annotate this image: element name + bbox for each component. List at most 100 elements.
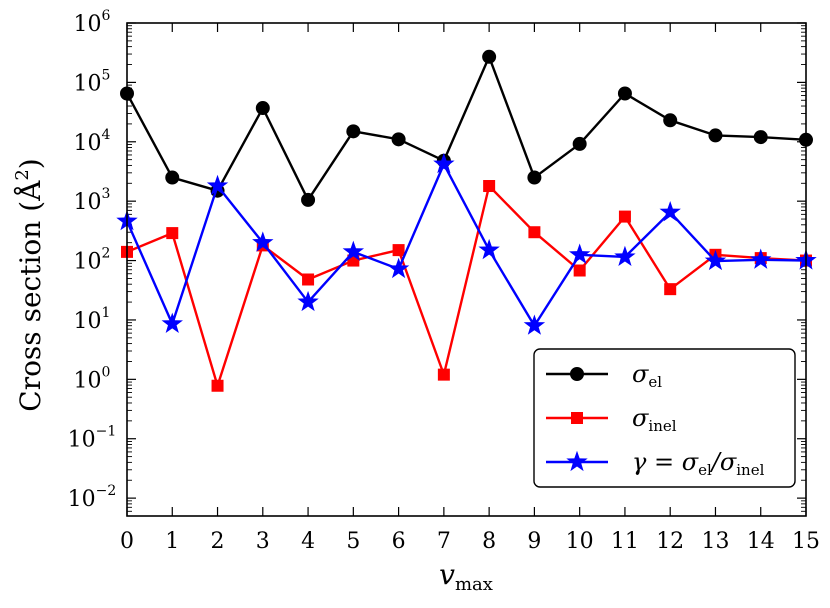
data-point <box>206 174 229 196</box>
x-tick-label: 5 <box>346 529 360 554</box>
data-point <box>211 379 224 392</box>
x-tick-label: 4 <box>301 529 315 554</box>
y-tick-label: 105 <box>74 67 111 96</box>
data-point <box>433 152 455 174</box>
legend-box <box>533 348 796 488</box>
x-axis-label-text: v <box>439 558 455 591</box>
data-point <box>704 249 727 271</box>
legend-marker <box>571 412 583 424</box>
legend-main: σ <box>632 404 649 432</box>
data-point <box>664 283 677 296</box>
data-point <box>483 180 496 193</box>
x-axis-label: vmax <box>439 558 493 595</box>
y-tick-base: 10 <box>74 190 102 215</box>
data-point <box>617 86 632 101</box>
legend-subscript: el <box>648 373 662 391</box>
data-point <box>523 314 546 335</box>
series-1 <box>121 180 812 392</box>
x-tick-label: 3 <box>256 529 270 554</box>
series-line <box>125 162 807 327</box>
data-point <box>342 240 365 261</box>
x-tick-label: 10 <box>566 529 594 554</box>
y-tick-exponent: 1 <box>102 305 111 321</box>
y-tick-label: 103 <box>74 186 111 215</box>
data-point <box>528 226 541 239</box>
x-tick-labels: 0 1 2 3 4 5 6 7 8 9 10 11 12 13 14 15 <box>120 529 820 554</box>
data-point <box>166 227 179 240</box>
x-tick-label: 7 <box>437 529 451 554</box>
x-tick-label: 13 <box>701 529 729 554</box>
x-tick-label: 11 <box>611 529 639 554</box>
data-point <box>614 245 636 267</box>
data-point <box>572 136 587 151</box>
data-point <box>161 312 183 333</box>
legend-label: σel <box>632 360 662 391</box>
data-point <box>708 128 723 143</box>
x-tick-label: 2 <box>211 529 225 554</box>
legend-entry: σel <box>546 360 662 391</box>
y-tick-label: 102 <box>74 246 111 275</box>
plot-frame <box>126 22 807 517</box>
x-tick-label: 14 <box>747 529 775 554</box>
data-point <box>568 243 591 264</box>
y-tick-exponent: 0 <box>102 364 111 380</box>
data-point <box>750 248 772 269</box>
data-point <box>255 101 270 116</box>
data-point <box>437 368 450 381</box>
series-2 <box>116 152 817 335</box>
data-point <box>482 49 497 64</box>
data-point <box>392 244 405 257</box>
legend-entry: γ = σel/σinel <box>546 448 765 479</box>
x-tick-label: 0 <box>120 529 134 554</box>
data-point <box>391 132 406 147</box>
x-tick-label: 1 <box>165 529 179 554</box>
data-point <box>301 192 316 207</box>
x-tick-label: 8 <box>482 529 496 554</box>
data-point <box>252 231 274 252</box>
series-line <box>125 55 807 202</box>
legend-label: γ = σel/σinel <box>632 448 765 479</box>
data-point <box>659 201 681 222</box>
y-tick-exponent: −1 <box>96 424 117 440</box>
series-layer <box>116 49 817 392</box>
x-tick-label: 9 <box>527 529 541 554</box>
data-point <box>302 273 315 286</box>
y-tick-base: 10 <box>68 487 96 512</box>
x-tick-label: 15 <box>792 529 820 554</box>
y-tick-label: 100 <box>74 364 111 393</box>
legend-marker <box>566 450 588 472</box>
y-tick-base: 10 <box>68 428 96 453</box>
data-point <box>387 257 410 279</box>
y-tick-label: 104 <box>74 127 111 156</box>
data-point <box>663 113 678 128</box>
y-tick-label: 106 <box>74 8 111 37</box>
y-tick-exponent: 6 <box>102 8 111 24</box>
series-line <box>126 184 807 387</box>
legend-entry: σinel <box>546 404 677 435</box>
y-tick-label: 10−1 <box>68 424 117 453</box>
y-tick-exponent: −2 <box>96 483 117 499</box>
y-tick-label: 101 <box>74 305 111 334</box>
y-tick-base: 10 <box>74 250 102 275</box>
legend-subscript: inel <box>736 461 764 479</box>
y-tick-label: 10−2 <box>68 483 117 512</box>
legend-main: /σ <box>710 448 737 476</box>
legend-main: γ = σ <box>632 448 699 476</box>
data-point <box>297 290 319 312</box>
data-point <box>618 210 631 223</box>
y-tick-exponent: 3 <box>102 186 111 202</box>
x-tick-label: 6 <box>392 529 406 554</box>
y-tick-base: 10 <box>74 368 102 393</box>
data-point <box>165 170 180 185</box>
y-axis-label-sup: 2 <box>12 169 33 180</box>
legend-label: σinel <box>632 404 677 435</box>
y-tick-exponent: 5 <box>102 67 111 83</box>
y-tick-exponent: 2 <box>102 246 111 262</box>
data-point <box>573 264 586 277</box>
x-axis-label-sub: max <box>455 574 493 595</box>
legend-subscript: el <box>698 461 712 479</box>
legend-marker <box>570 367 584 381</box>
data-point <box>478 238 500 260</box>
